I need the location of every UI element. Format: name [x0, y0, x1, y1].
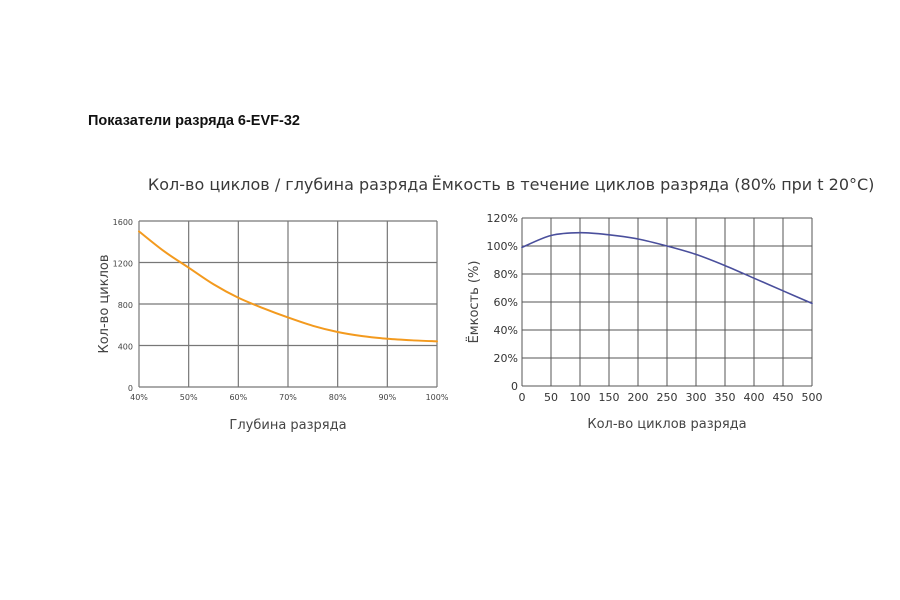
x-axis-label: Глубина разряда — [229, 418, 346, 433]
y-tick-label: 40% — [494, 324, 518, 337]
x-tick-label: 500 — [802, 391, 823, 404]
x-tick-label: 0 — [519, 391, 526, 404]
x-tick-label: 90% — [378, 393, 396, 402]
page-heading: Показатели разряда 6-EVF-32 — [88, 113, 300, 129]
x-tick-label: 400 — [744, 391, 765, 404]
chart-title: Ёмкость в течение циклов разряда (80% пр… — [432, 175, 875, 194]
x-tick-label: 100 — [570, 391, 591, 404]
x-tick-label: 60% — [229, 393, 247, 402]
x-tick-label: 250 — [657, 391, 678, 404]
x-tick-label: 350 — [715, 391, 736, 404]
x-axis-label: Кол-во циклов разряда — [587, 417, 746, 432]
y-tick-label: 1200 — [113, 260, 133, 269]
y-tick-label: 800 — [118, 301, 133, 310]
x-tick-label: 100% — [426, 393, 449, 402]
series-line — [521, 231, 813, 305]
x-tick-label: 300 — [686, 391, 707, 404]
y-tick-label: 120% — [487, 212, 518, 225]
y-tick-label: 400 — [118, 343, 133, 352]
y-tick-label: 0 — [511, 380, 518, 393]
x-tick-label: 200 — [628, 391, 649, 404]
series-line — [138, 230, 438, 343]
y-axis-label: Ёмкость (%) — [466, 261, 482, 344]
x-tick-label: 80% — [329, 393, 347, 402]
y-tick-label: 60% — [494, 296, 518, 309]
x-tick-label: 50 — [544, 391, 558, 404]
y-tick-label: 1600 — [113, 218, 133, 227]
x-tick-label: 50% — [180, 393, 198, 402]
y-tick-label: 80% — [494, 268, 518, 281]
y-tick-label: 100% — [487, 240, 518, 253]
x-tick-label: 450 — [773, 391, 794, 404]
y-tick-label: 20% — [494, 352, 518, 365]
x-tick-label: 70% — [279, 393, 297, 402]
x-tick-label: 40% — [130, 393, 148, 402]
y-axis-label: Кол-во циклов — [97, 254, 112, 353]
x-tick-label: 150 — [599, 391, 620, 404]
y-tick-label: 0 — [128, 384, 133, 393]
chart-title: Кол-во циклов / глубина разряда — [148, 175, 428, 194]
